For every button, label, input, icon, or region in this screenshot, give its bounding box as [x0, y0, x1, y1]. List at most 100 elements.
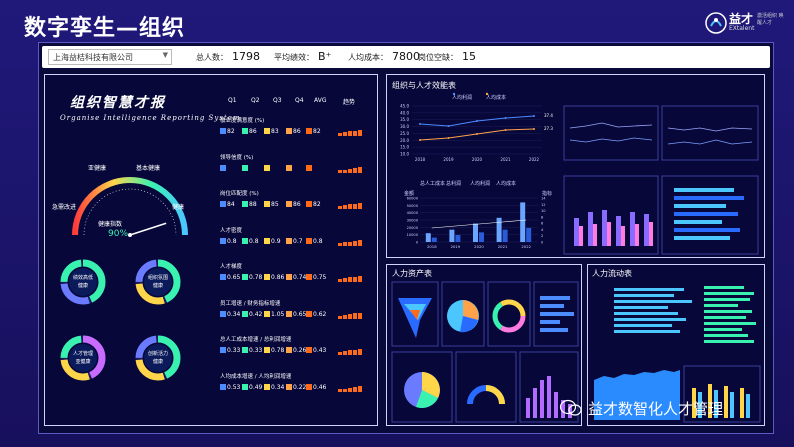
trend-bar	[348, 350, 352, 355]
bar-total-cost	[520, 202, 526, 242]
metric-cell: 0.7	[286, 237, 303, 245]
x-tick-label: 2021	[498, 244, 508, 249]
flag-icon	[220, 128, 226, 134]
donut-segment	[60, 335, 106, 381]
data-label: 37.4	[544, 113, 553, 118]
flow-title: 人力流动表	[592, 269, 632, 278]
trend-bar	[338, 315, 342, 319]
bar-total-cost	[473, 223, 478, 242]
donut-status: 健康	[77, 283, 88, 289]
brand-logo: 益才 EXtalent 激活组织 唤醒人才	[705, 10, 785, 36]
metric-value: 86	[249, 128, 257, 135]
metric-value: 0.33	[227, 347, 241, 354]
y-tick-label: 20.0	[400, 138, 409, 143]
metric-value: 0.53	[227, 383, 241, 391]
gauge-label-basic: 基本健康	[136, 165, 161, 172]
metric-row: 0.65 0.78 0.86 0.74 0.75	[220, 274, 362, 282]
y-left-tick: 50000	[407, 204, 419, 208]
wechat-icon	[559, 399, 582, 416]
company-select[interactable]: 上海益桔科技有限公司 ▼	[48, 49, 172, 65]
metric-value: 0.86	[271, 274, 285, 281]
metric-row: 0.33 0.33 0.78 0.26 0.43	[220, 347, 362, 355]
flag-icon	[220, 383, 226, 390]
report-title: 组织智慧才报	[70, 95, 166, 111]
company-select-value: 上海益桔科技有限公司	[53, 53, 133, 62]
point-profit	[447, 125, 450, 127]
metric-cell: 0.75	[306, 274, 326, 281]
metric-value: 0.74	[293, 274, 307, 281]
donut-hole	[144, 344, 172, 372]
chevron-down-icon[interactable]: ▼	[162, 51, 168, 59]
trend-bar	[348, 204, 352, 209]
metric-cell: 0.78	[242, 274, 262, 281]
donut-status: 健康	[152, 359, 163, 365]
y-tick-label: 30.0	[400, 124, 409, 129]
series-line-per-profit	[431, 219, 527, 229]
flag-icon	[286, 237, 292, 244]
flag-icon	[286, 128, 292, 134]
metric-cell	[306, 164, 313, 172]
donut-segment	[60, 259, 106, 305]
y-right-tick: 8	[541, 215, 544, 219]
flag-icon	[242, 201, 248, 207]
trend-bar	[358, 312, 362, 319]
flag-icon	[306, 237, 312, 244]
metric-label: 人均成本增速 / 人均利润增速	[220, 373, 292, 380]
metric-label: 敬业度满意度 (%)	[220, 118, 265, 124]
flag-icon	[220, 237, 226, 244]
point-cost	[533, 128, 535, 130]
metric-row: 0.8 0.8 0.9 0.7 0.8	[220, 237, 363, 246]
gauge-label-improve: 急需改进	[52, 204, 77, 211]
trend-bar	[353, 386, 357, 392]
metric-value: 0.42	[249, 310, 263, 318]
metric-cell: 88	[242, 201, 257, 208]
metric-cell: 0.34	[264, 383, 284, 391]
trend-bar	[358, 239, 362, 246]
trend-bar	[343, 205, 347, 209]
flag-icon	[220, 310, 226, 317]
metric-cell: 83	[264, 128, 279, 135]
metric-row: 0.34 0.42 1.05 0.65 0.62	[220, 310, 362, 319]
x-tick-label: 2018	[427, 244, 437, 249]
trend-sparkbar	[338, 166, 363, 173]
trend-sparkbar	[338, 239, 363, 246]
kpi-label: 人均成本：	[348, 53, 388, 62]
metric-value: 0.9	[271, 237, 281, 245]
flag-icon	[286, 274, 292, 280]
metric-cell: 0.65	[286, 310, 306, 318]
health-donuts	[60, 259, 181, 381]
metric-cell	[286, 164, 293, 172]
trend-bar	[353, 312, 357, 319]
point-cost	[419, 139, 421, 141]
y-tick-label: 45.0	[400, 104, 409, 109]
metric-value: 0.43	[313, 347, 327, 354]
trend-bar	[343, 278, 347, 282]
trend-bar	[343, 241, 347, 246]
metric-value: 83	[271, 128, 279, 135]
metric-value: 0.26	[293, 347, 307, 354]
y-right-tick: 12	[541, 203, 546, 207]
flag-icon	[264, 237, 270, 244]
metric-label: 领导信度 (%)	[220, 154, 254, 161]
flag-icon	[220, 164, 226, 171]
point-profit	[504, 117, 507, 119]
metric-value: 0.8	[313, 237, 323, 245]
legend-per-cost: 人均成本	[496, 181, 517, 187]
metric-cell: 85	[264, 201, 279, 208]
bar-total-cost	[449, 229, 455, 242]
y-right-tick: 10	[541, 209, 546, 213]
trend-bar	[338, 206, 342, 209]
trend-bar	[353, 350, 357, 355]
trend-bar	[343, 314, 347, 319]
y-left-tick: 30000	[407, 219, 419, 223]
trend-bar	[358, 130, 362, 136]
flag-icon	[306, 274, 312, 280]
y-tick-label: 10.0	[400, 152, 409, 157]
x-tick-label: 2021	[500, 157, 511, 162]
y-tick-label: 40.0	[400, 110, 409, 115]
x-tick-label: 2020	[472, 157, 483, 162]
trend-bar	[348, 387, 352, 392]
flag-icon	[306, 128, 312, 134]
point-cost	[476, 133, 478, 135]
kpi-value: 7800	[392, 50, 420, 63]
